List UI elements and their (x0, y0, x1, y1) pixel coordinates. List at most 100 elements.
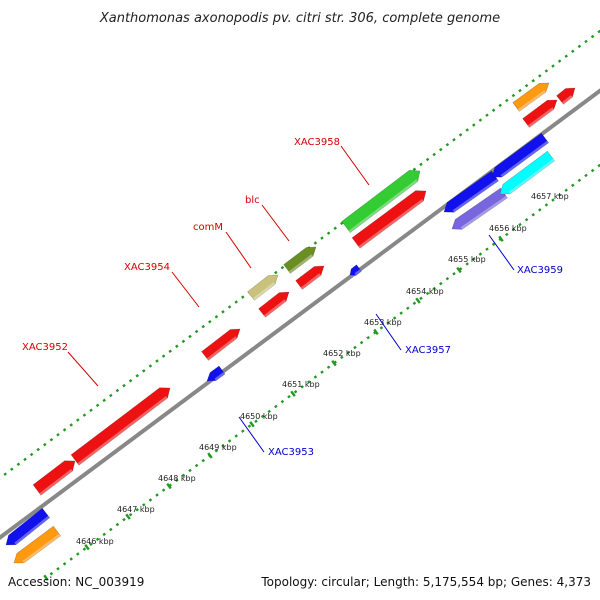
minor-tick (128, 512, 133, 517)
feature-arrow[interactable] (512, 82, 550, 112)
minor-tick (584, 173, 588, 178)
minor-tick (95, 403, 100, 408)
gene-label: comM (193, 222, 223, 233)
feature-arrow[interactable] (443, 170, 499, 213)
gene-leader-line (340, 145, 370, 186)
minor-tick (366, 335, 370, 340)
major-tick (415, 297, 421, 304)
minor-tick (472, 123, 476, 127)
minor-tick (320, 370, 324, 374)
minor-tick (241, 429, 245, 433)
minor-tick (524, 83, 529, 88)
minor-tick (201, 458, 205, 463)
feature-arrow[interactable] (522, 99, 558, 128)
feature-arrow[interactable] (70, 387, 171, 466)
feature-highlight (358, 199, 424, 249)
gene-label: XAC3953 (268, 447, 314, 458)
minor-tick (478, 252, 483, 256)
feature-arrow[interactable] (349, 264, 362, 276)
feature-highlight (214, 372, 225, 381)
minor-tick (518, 222, 522, 227)
minor-tick (518, 88, 522, 93)
feature-arrow[interactable] (206, 365, 226, 382)
gene-label: XAC3957 (405, 345, 451, 356)
minor-tick (69, 557, 73, 561)
minor-tick (511, 93, 516, 98)
minor-tick (148, 364, 153, 368)
minor-tick (76, 552, 80, 556)
feature-arrow[interactable] (341, 169, 421, 234)
major-tick (43, 574, 49, 581)
minor-tick (551, 198, 555, 202)
feature-arrow[interactable] (5, 507, 51, 546)
feature-arrow[interactable] (13, 525, 62, 564)
minor-tick (571, 49, 575, 54)
feature-arrow[interactable] (247, 274, 279, 301)
feature-arrow[interactable] (201, 328, 241, 361)
minor-tick (201, 324, 205, 329)
minor-tick (320, 236, 324, 240)
feature-highlight (452, 178, 499, 213)
tick-label: 4647 kbp (117, 505, 155, 514)
minor-tick (161, 354, 166, 358)
tick-label: 4652 kbp (323, 349, 361, 358)
gene-labels: XAC3952 XAC3954 comM blc XAC3958 XAC3953 XAC39… (22, 137, 563, 458)
minor-tick (161, 488, 166, 492)
feature-arrow[interactable] (556, 87, 576, 105)
minor-tick (458, 133, 463, 137)
minor-tick (82, 547, 87, 551)
minor-tick (29, 452, 34, 457)
minor-tick (432, 152, 436, 157)
minor-tick (82, 413, 87, 417)
tick-label: 4653 kbp (364, 318, 402, 327)
minor-tick (260, 414, 265, 419)
minor-tick (155, 493, 159, 497)
minor-tick (590, 34, 595, 39)
minor-tick (419, 162, 423, 167)
tick-label: 4646 kbp (76, 537, 114, 546)
minor-tick (445, 276, 450, 281)
feature-track (5, 82, 576, 564)
gene-label: XAC3952 (22, 342, 68, 353)
minor-tick (564, 188, 568, 192)
gene-label: XAC3959 (517, 265, 563, 276)
minor-tick (194, 329, 199, 334)
feature-arrow[interactable] (499, 150, 556, 195)
tick-label: 4649 kbp (199, 443, 237, 452)
minor-tick (307, 380, 311, 384)
minor-tick (452, 272, 456, 276)
feature-arrow[interactable] (295, 265, 325, 290)
feature-arrow[interactable] (32, 460, 76, 496)
minor-tick (267, 409, 271, 414)
minor-tick (23, 457, 27, 462)
feature-arrow[interactable] (351, 190, 427, 249)
minor-tick (122, 517, 126, 522)
minor-tick (234, 434, 238, 438)
feature-highlight (300, 273, 321, 290)
feature-highlight (263, 299, 287, 318)
minor-tick (472, 257, 476, 261)
minor-tick (505, 232, 509, 237)
minor-tick (445, 142, 450, 147)
minor-tick (590, 168, 595, 173)
minor-tick (485, 247, 489, 251)
gene-label: blc (245, 195, 260, 206)
feature-arrow[interactable] (283, 246, 317, 274)
minor-tick (43, 442, 47, 447)
feature-arrow[interactable] (258, 291, 290, 318)
minor-tick (274, 270, 278, 275)
minor-tick (148, 498, 153, 502)
minor-tick (386, 321, 390, 325)
feature-highlight (252, 282, 276, 301)
feature-arrow[interactable] (491, 132, 550, 178)
minor-tick (175, 478, 179, 483)
tick-label: 4655 kbp (448, 255, 486, 264)
tick-label: 4654 kbp (406, 287, 444, 296)
minor-tick (208, 319, 212, 324)
minor-tick (498, 103, 502, 108)
minor-tick (221, 444, 225, 448)
gene-leader-line (488, 234, 515, 271)
minor-tick (432, 286, 436, 291)
major-tick (456, 266, 462, 274)
map-title: Xanthomonas axonopodis pv. citri str. 30… (99, 11, 500, 26)
